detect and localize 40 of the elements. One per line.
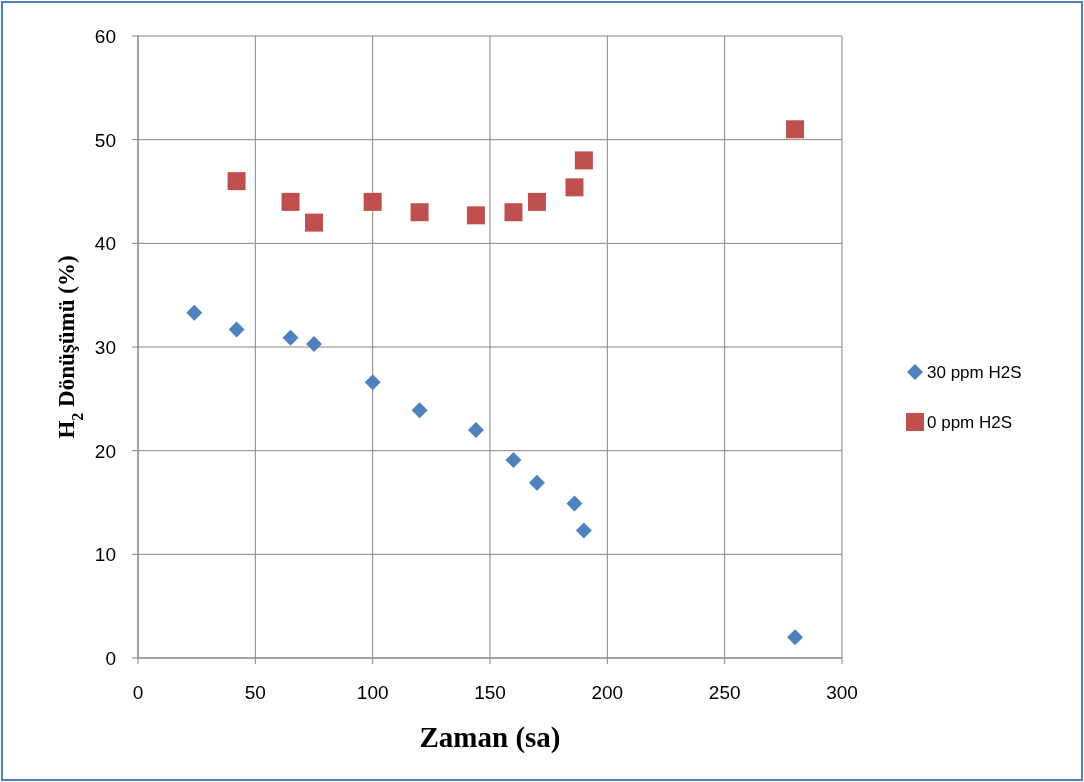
point bbox=[566, 495, 583, 512]
point bbox=[410, 203, 429, 222]
point bbox=[228, 321, 245, 338]
x-axis-title: Zaman (sa) bbox=[419, 721, 561, 754]
point bbox=[363, 192, 382, 211]
x-tick-label: 0 bbox=[132, 682, 144, 703]
point bbox=[306, 335, 322, 352]
point bbox=[186, 304, 203, 321]
point bbox=[305, 213, 323, 232]
point bbox=[411, 402, 428, 419]
x-tick-label: 250 bbox=[708, 682, 741, 703]
point bbox=[281, 192, 300, 211]
legend-label: 30 ppm H2S bbox=[927, 363, 1022, 382]
point bbox=[364, 374, 381, 391]
point bbox=[574, 151, 593, 170]
point bbox=[467, 421, 484, 438]
point bbox=[787, 629, 804, 646]
point bbox=[282, 329, 299, 346]
y-tick-label: 30 bbox=[94, 337, 116, 358]
legend-label: 0 ppm H2S bbox=[927, 413, 1013, 432]
y-tick-label: 50 bbox=[94, 129, 116, 151]
y-tick-label: 60 bbox=[94, 26, 116, 47]
y-tick-label: 40 bbox=[94, 233, 116, 255]
y-tick-label: 20 bbox=[94, 440, 116, 462]
x-tick-label: 100 bbox=[356, 682, 389, 703]
point bbox=[527, 192, 546, 211]
point bbox=[505, 452, 522, 468]
point bbox=[565, 178, 584, 197]
x-tick-label: 200 bbox=[591, 682, 624, 703]
point bbox=[504, 203, 523, 222]
y-tick-label: 0 bbox=[105, 648, 116, 669]
point bbox=[575, 522, 592, 539]
point bbox=[786, 120, 805, 139]
point bbox=[227, 172, 246, 191]
x-tick-label: 150 bbox=[474, 682, 506, 703]
x-tick-label: 50 bbox=[244, 682, 266, 703]
y-tick-label: 10 bbox=[94, 544, 116, 566]
point bbox=[528, 474, 545, 491]
point bbox=[466, 206, 485, 225]
x-tick-label: 300 bbox=[826, 682, 858, 703]
